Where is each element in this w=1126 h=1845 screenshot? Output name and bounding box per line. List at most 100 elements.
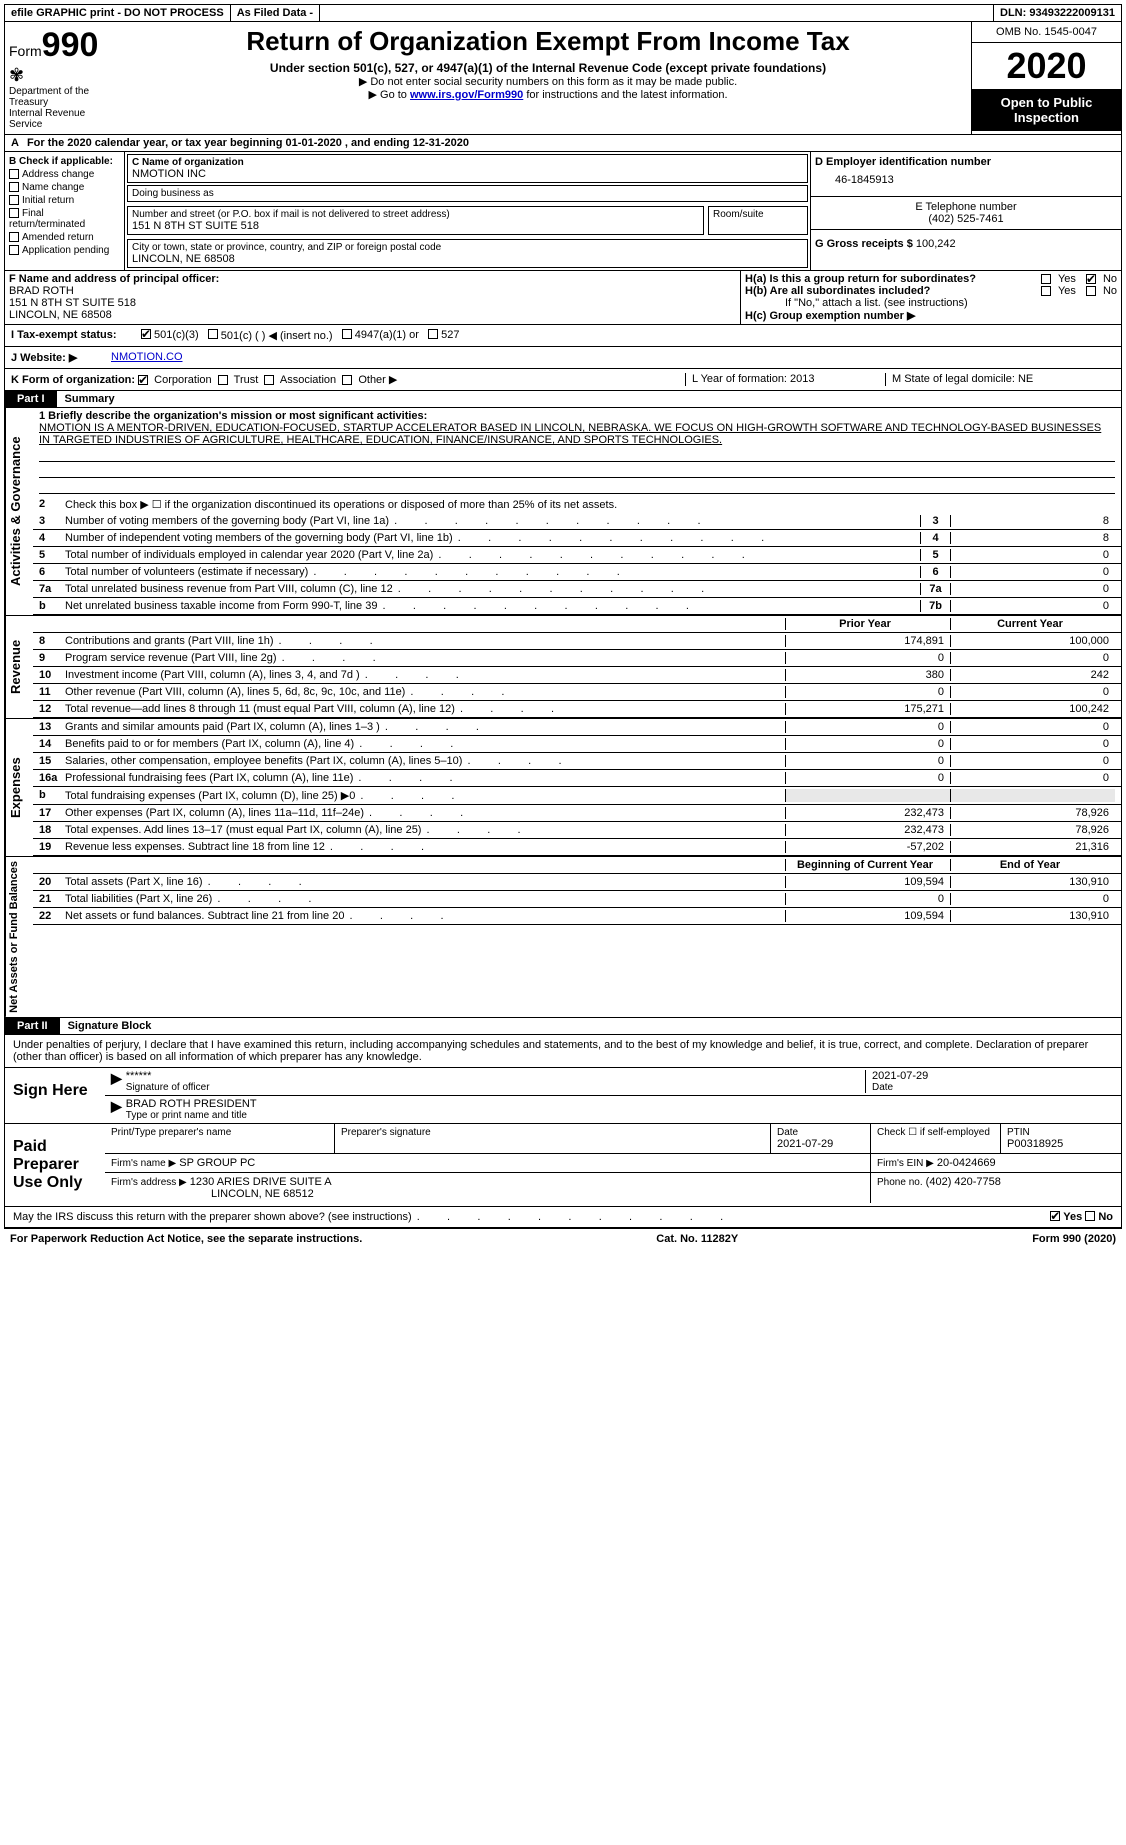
gross-receipts: 100,242 <box>916 238 956 250</box>
hdr-begin: Beginning of Current Year <box>785 859 950 871</box>
ptin-val: P00318925 <box>1007 1138 1115 1150</box>
org-name: NMOTION INC <box>132 168 803 180</box>
dba-label: Doing business as <box>132 188 803 199</box>
prep-sig-label: Preparer's signature <box>335 1124 771 1153</box>
city-value: LINCOLN, NE 68508 <box>132 253 803 265</box>
firm-phone-val: (402) 420-7758 <box>926 1176 1001 1188</box>
website-link[interactable]: NMOTION.CO <box>111 351 183 364</box>
officer-name-title: BRAD ROTH PRESIDENT <box>126 1098 1115 1110</box>
chk-corp[interactable] <box>138 375 148 385</box>
chk-other[interactable] <box>342 375 352 385</box>
box-H: H(a) Is this a group return for subordin… <box>741 271 1121 324</box>
discuss-no[interactable] <box>1085 1211 1095 1221</box>
paid-preparer-row: Paid Preparer Use Only Print/Type prepar… <box>5 1123 1121 1206</box>
J-label: J Website: ▶ <box>11 351 111 364</box>
box-E: E Telephone number (402) 525-7461 <box>811 197 1121 230</box>
C-street: Number and street (or P.O. box if mail i… <box>127 206 704 235</box>
Ha-yes[interactable] <box>1041 274 1051 284</box>
chk-4947[interactable] <box>342 329 352 339</box>
line-5: 5Total number of individuals employed in… <box>33 547 1121 564</box>
line-22: 22Net assets or fund balances. Subtract … <box>33 908 1121 925</box>
C-name-label: C Name of organization <box>132 157 803 168</box>
I-527: 527 <box>441 329 459 342</box>
form-id-box: Form990 ✾ Department of the Treasury Int… <box>5 22 125 134</box>
firm-city-val: LINCOLN, NE 68512 <box>111 1188 314 1200</box>
tax-year: 2020 <box>972 43 1121 89</box>
hdr-current: Current Year <box>950 618 1115 630</box>
K-assoc: Association <box>280 374 336 386</box>
paid-preparer-label: Paid Preparer Use Only <box>5 1124 105 1206</box>
officer-name: BRAD ROTH <box>9 285 736 297</box>
form-990-page-1: efile GRAPHIC print - DO NOT PROCESS As … <box>0 0 1126 1253</box>
firm-phone-label: Phone no. <box>877 1177 923 1188</box>
chk-initial-return[interactable]: Initial return <box>9 195 120 206</box>
F-label: F Name and address of principal officer: <box>9 273 736 285</box>
chk-application-pending[interactable]: Application pending <box>9 245 120 256</box>
chk-501c3[interactable] <box>141 329 151 339</box>
row-J: J Website: ▶ NMOTION.CO <box>4 347 1122 369</box>
sign-here-label: Sign Here <box>5 1068 105 1123</box>
chk-527[interactable] <box>428 329 438 339</box>
Hb-yes[interactable] <box>1041 286 1051 296</box>
street-value: 151 N 8TH ST SUITE 518 <box>132 220 699 232</box>
footer-row: For Paperwork Reduction Act Notice, see … <box>4 1228 1122 1249</box>
line-b: bNet unrelated business taxable income f… <box>33 598 1121 615</box>
prep-date-label: Date <box>777 1127 864 1138</box>
asfiled-label: As Filed Data - <box>231 5 320 21</box>
officer-street: 151 N 8TH ST SUITE 518 <box>9 297 736 309</box>
chk-trust[interactable] <box>218 375 228 385</box>
firm-ein-label: Firm's EIN ▶ <box>877 1158 934 1169</box>
arrow-icon-2: ▶ <box>111 1098 122 1121</box>
Hb-no[interactable] <box>1086 286 1096 296</box>
prep-name-label: Print/Type preparer's name <box>105 1124 335 1153</box>
chk-assoc[interactable] <box>264 375 274 385</box>
prep-row-3: Firm's address ▶ 1230 ARIES DRIVE SUITE … <box>105 1172 1121 1203</box>
dept-treasury: Department of the Treasury <box>9 86 121 108</box>
part-I-header: Part I Summary <box>4 391 1122 408</box>
identity-block: B Check if applicable: Address change Na… <box>4 152 1122 271</box>
sign-here-row: Sign Here ▶ ****** Signature of officer … <box>5 1067 1121 1123</box>
prep-row-2: Firm's name ▶ SP GROUP PC Firm's EIN ▶ 2… <box>105 1153 1121 1172</box>
city-label: City or town, state or province, country… <box>132 242 803 253</box>
discuss-yes[interactable] <box>1050 1211 1060 1221</box>
check-self-employed: Check ☐ if self-employed <box>871 1124 1001 1153</box>
sig-line-1: ▶ ****** Signature of officer 2021-07-29… <box>105 1068 1121 1096</box>
K-other: Other ▶ <box>358 374 397 386</box>
sig-date-val: 2021-07-29 <box>872 1070 1115 1082</box>
vtab-net: Net Assets or Fund Balances <box>5 857 33 1017</box>
exp-content: 13Grants and similar amounts paid (Part … <box>33 719 1121 856</box>
row-I: I Tax-exempt status: 501(c)(3) 501(c) ( … <box>4 325 1122 347</box>
chk-name-change[interactable]: Name change <box>9 182 120 193</box>
line-18: 18Total expenses. Add lines 13–17 (must … <box>33 822 1121 839</box>
prep-row-1: Print/Type preparer's name Preparer's si… <box>105 1124 1121 1153</box>
I-501c: 501(c) ( ) ◀ (insert no.) <box>221 329 333 342</box>
irs-link[interactable]: www.irs.gov/Form990 <box>410 89 523 101</box>
Ha-no[interactable] <box>1086 274 1096 284</box>
line-4: 4Number of independent voting members of… <box>33 530 1121 547</box>
chk-amended-return[interactable]: Amended return <box>9 232 120 243</box>
G-label: G Gross receipts $ <box>815 238 913 250</box>
paperwork-notice: For Paperwork Reduction Act Notice, see … <box>10 1233 362 1245</box>
M-box: M State of legal domicile: NE <box>885 373 1115 386</box>
L-box: L Year of formation: 2013 <box>685 373 885 386</box>
C-room: Room/suite <box>708 206 808 235</box>
Ha-label: H(a) Is this a group return for subordin… <box>745 273 1031 285</box>
line-6: 6Total number of volunteers (estimate if… <box>33 564 1121 581</box>
box-B: B Check if applicable: Address change Na… <box>5 152 125 270</box>
form-subtitle: Under section 501(c), 527, or 4947(a)(1)… <box>129 61 967 75</box>
rev-block: Revenue Prior Year Current Year 8Contrib… <box>4 616 1122 719</box>
line-3: 3Number of voting members of the governi… <box>33 513 1121 530</box>
sig-stars: ****** <box>126 1070 865 1082</box>
omb-number: OMB No. 1545-0047 <box>972 22 1121 43</box>
chk-501c[interactable] <box>208 329 218 339</box>
chk-final-return[interactable]: Final return/terminated <box>9 208 120 230</box>
paid-preparer-right: Print/Type preparer's name Preparer's si… <box>105 1124 1121 1206</box>
line-2: 2Check this box ▶ ☐ if the organization … <box>33 496 1121 513</box>
gov-content: 1 Briefly describe the organization's mi… <box>33 408 1121 615</box>
D-label: D Employer identification number <box>815 156 1117 168</box>
hdr-end: End of Year <box>950 859 1115 871</box>
hdr-prior: Prior Year <box>785 618 950 630</box>
box-D: D Employer identification number 46-1845… <box>811 152 1121 197</box>
row-A: AFor the 2020 calendar year, or tax year… <box>4 135 1122 152</box>
chk-address-change[interactable]: Address change <box>9 169 120 180</box>
